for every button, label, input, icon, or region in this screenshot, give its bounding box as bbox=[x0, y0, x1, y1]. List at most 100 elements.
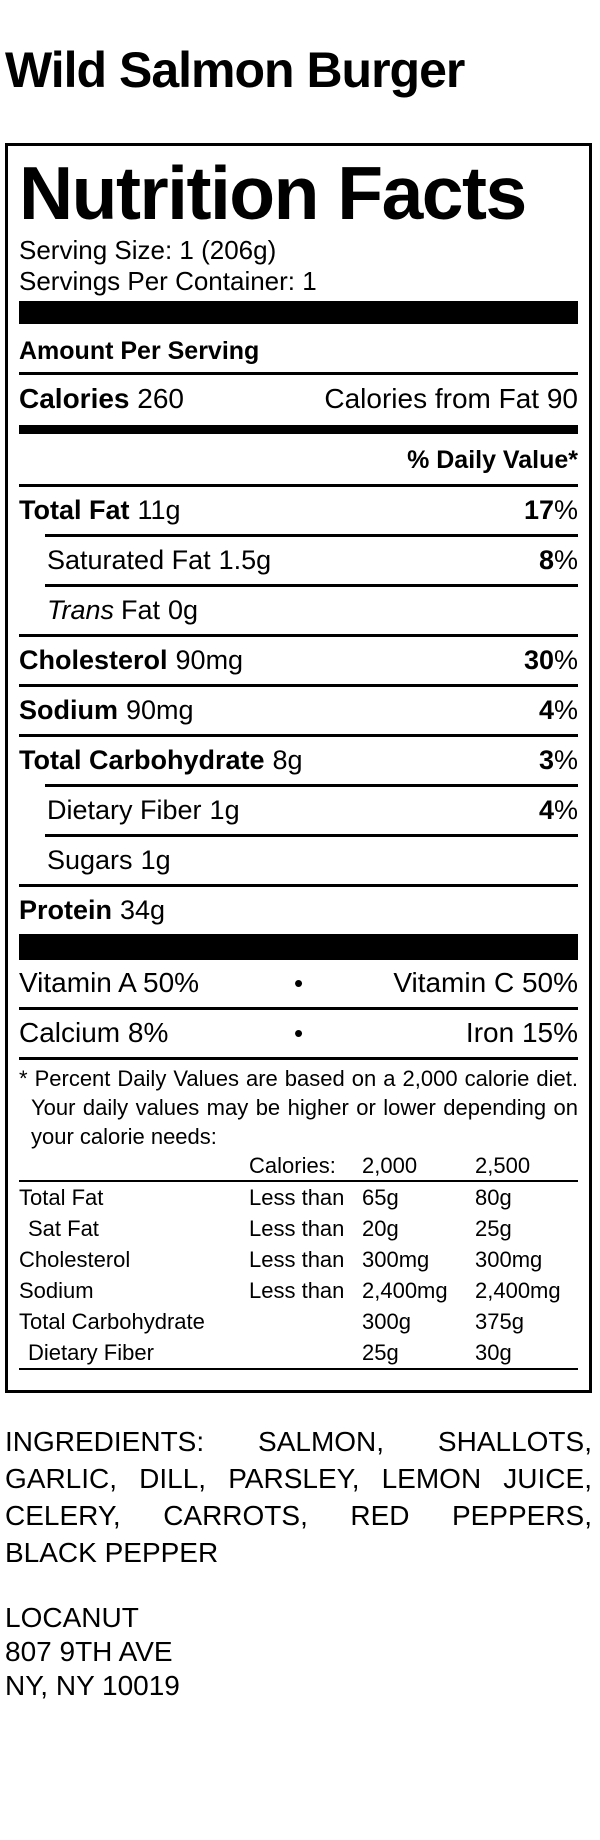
nutrient-amount: 0g bbox=[168, 595, 199, 625]
ref-v2000: 300g bbox=[362, 1309, 411, 1334]
ref-name: Sat Fat bbox=[28, 1216, 99, 1241]
trans-rest: Fat bbox=[121, 595, 161, 625]
ingredients-line: BLACK PEPPER bbox=[5, 1537, 219, 1568]
footnote-line: Your daily values may be higher or lower… bbox=[31, 1095, 578, 1120]
nutrient-daily-value: 3% bbox=[539, 743, 578, 777]
ref-qualifier: Less than bbox=[249, 1247, 345, 1272]
dv-percent-sign: % bbox=[553, 745, 578, 775]
daily-value-footnote: * Percent Daily Values are based on a 2,… bbox=[19, 1064, 578, 1151]
calories-value: Calories 260 bbox=[19, 381, 184, 417]
daily-value-header: % Daily Value* bbox=[407, 446, 578, 474]
ingredients-line: INGREDIENTS: SALMON, SHALLOTS, bbox=[5, 1426, 592, 1457]
reference-table-header: Calories: 2,000 2,500 bbox=[19, 1151, 578, 1180]
nutrient-amount: 34g bbox=[120, 895, 166, 925]
nutrient-daily-value: 17% bbox=[524, 493, 578, 527]
calcium-value: Calcium 8% bbox=[19, 1017, 169, 1048]
nutrition-facts-panel: Nutrition Facts Serving Size: 1 (206g) S… bbox=[5, 143, 592, 1393]
nutrient-amount: 1.5g bbox=[218, 545, 272, 575]
reference-row-cholesterol: Cholesterol Less than 300mg 300mg bbox=[19, 1244, 578, 1275]
nutrient-name: Saturated Fat bbox=[47, 545, 211, 575]
dv-number: 8 bbox=[538, 545, 554, 575]
divider-rule bbox=[19, 884, 578, 887]
ref-name: Total Carbohydrate bbox=[19, 1309, 205, 1334]
nutrient-amount: 90mg bbox=[175, 645, 244, 675]
nutrient-row-total-fat: Total Fat 11g 17% bbox=[19, 487, 578, 534]
nutrient-amount: 11g bbox=[137, 495, 181, 525]
reference-row-total-fat: Total Fat Less than 65g 80g bbox=[19, 1182, 578, 1213]
ref-name: Total Fat bbox=[19, 1185, 104, 1210]
dv-percent-sign: % bbox=[553, 545, 578, 575]
dv-percent-sign: % bbox=[553, 645, 578, 675]
ingredients-line: GARLIC, DILL, PARSLEY, LEMON JUICE, bbox=[5, 1463, 592, 1494]
ref-v2500: 25g bbox=[475, 1216, 512, 1241]
nutrient-amount: 90mg bbox=[126, 695, 194, 725]
divider-rule bbox=[19, 1180, 578, 1182]
nutrient-amount: 1g bbox=[209, 795, 240, 825]
vitamin-a-value: Vitamin A 50% bbox=[19, 967, 200, 998]
dv-percent-sign: % bbox=[553, 695, 578, 725]
reference-row-total-carbohydrate: Total Carbohydrate 300g 375g bbox=[19, 1306, 578, 1337]
nutrient-daily-value: 4% bbox=[539, 693, 578, 727]
ingredients-list: INGREDIENTS: SALMON, SHALLOTS, GARLIC, D… bbox=[5, 1423, 592, 1571]
nutrient-row-saturated-fat: Saturated Fat 1.5g 8% bbox=[19, 537, 578, 584]
nutrient-row-trans-fat: Trans Fat 0g bbox=[19, 587, 578, 634]
nutrient-row-dietary-fiber: Dietary Fiber 1g 4% bbox=[19, 787, 578, 834]
manufacturer-address-line1: 807 9TH AVE bbox=[5, 1636, 173, 1667]
dv-number: 4 bbox=[538, 695, 554, 725]
nutrient-daily-value: 30% bbox=[524, 643, 578, 677]
reference-table: Calories: 2,000 2,500 Total Fat Less tha… bbox=[19, 1151, 578, 1370]
calories-from-fat: Calories from Fat 90 bbox=[324, 383, 578, 414]
ref-qualifier: Less than bbox=[249, 1185, 345, 1210]
nutrient-amount: 8g bbox=[272, 745, 303, 775]
ref-qualifier: Less than bbox=[249, 1278, 345, 1303]
ref-v2000: 2,400mg bbox=[362, 1278, 448, 1303]
nutrient-name: Protein bbox=[19, 895, 113, 925]
divider-rule-indented bbox=[45, 834, 578, 837]
manufacturer-block: LOCANUT 807 9TH AVE NY, NY 10019 bbox=[5, 1601, 600, 1703]
footnote-line: your calorie needs: bbox=[31, 1124, 217, 1149]
dv-number: 3 bbox=[538, 745, 554, 775]
ref-name: Cholesterol bbox=[19, 1247, 131, 1272]
servings-per-container: Servings Per Container: 1 bbox=[19, 266, 317, 296]
nutrient-row-protein: Protein 34g bbox=[19, 887, 578, 934]
ref-v2500: 375g bbox=[475, 1309, 524, 1334]
nutrient-daily-value: 4% bbox=[539, 793, 578, 827]
divider-rule bbox=[19, 1368, 578, 1370]
ref-name: Sodium bbox=[19, 1278, 94, 1303]
serving-size: Serving Size: 1 (206g) bbox=[19, 235, 277, 265]
ingredients-line: CELERY, CARROTS, RED PEPPERS, bbox=[5, 1500, 592, 1531]
serving-info: Serving Size: 1 (206g) Servings Per Cont… bbox=[19, 235, 578, 297]
vitamin-row-a-c: Vitamin A 50% • Vitamin C 50% bbox=[19, 960, 578, 1007]
dv-percent-sign: % bbox=[553, 495, 578, 525]
dv-number: 4 bbox=[538, 795, 554, 825]
calories-number: 260 bbox=[137, 383, 184, 414]
footnote-line: * Percent Daily Values are based on a 2,… bbox=[19, 1066, 578, 1091]
manufacturer-name: LOCANUT bbox=[5, 1602, 139, 1633]
dv-percent-sign: % bbox=[553, 795, 578, 825]
divider-bar-medium bbox=[19, 425, 578, 434]
ref-v2000: 25g bbox=[362, 1340, 399, 1365]
reference-row-sat-fat: Sat Fat Less than 20g 25g bbox=[19, 1213, 578, 1244]
divider-rule bbox=[19, 684, 578, 687]
nutrient-row-sugars: Sugars 1g bbox=[19, 837, 578, 884]
ref-qualifier: Less than bbox=[249, 1216, 345, 1241]
nutrient-name: Sodium bbox=[19, 695, 118, 725]
calories-label: Calories bbox=[19, 383, 130, 414]
dv-number: 30 bbox=[523, 645, 554, 675]
nutrient-name: Trans Fat bbox=[47, 593, 160, 627]
vitamin-row-calcium-iron: Calcium 8% • Iron 15% bbox=[19, 1010, 578, 1057]
nutrient-row-total-carbohydrate: Total Carbohydrate 8g 3% bbox=[19, 737, 578, 784]
divider-rule bbox=[19, 484, 578, 487]
ref-v2500: 2,400mg bbox=[475, 1278, 561, 1303]
trans-italic: Trans bbox=[47, 595, 115, 625]
ref-v2500: 30g bbox=[475, 1340, 512, 1365]
ref-name: Dietary Fiber bbox=[28, 1340, 154, 1365]
iron-value: Iron 15% bbox=[465, 1017, 578, 1048]
divider-rule-indented bbox=[45, 584, 578, 587]
nutrient-name: Total Carbohydrate bbox=[19, 745, 265, 775]
divider-bar-thick bbox=[19, 301, 578, 324]
col-2000-header: 2,000 bbox=[362, 1153, 418, 1178]
nutrient-amount: 1g bbox=[140, 845, 171, 875]
ref-v2000: 300mg bbox=[362, 1247, 430, 1272]
divider-rule bbox=[19, 372, 578, 375]
